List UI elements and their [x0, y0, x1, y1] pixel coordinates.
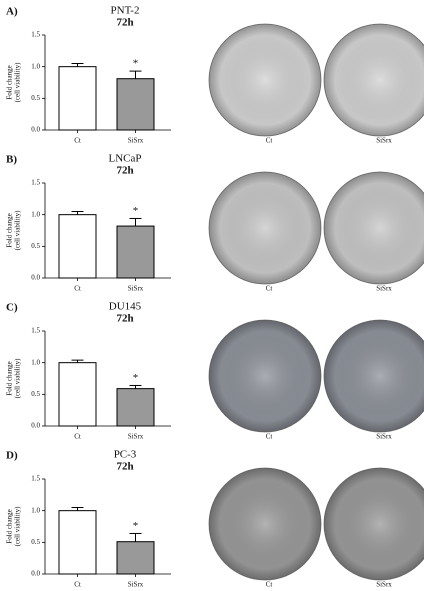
chart-title: DU145 [109, 301, 142, 313]
micrograph-shade [209, 468, 321, 580]
image-label: SiSrx [376, 433, 392, 441]
significance-marker: * [133, 520, 139, 532]
y-axis-label: (cell viability) [14, 210, 22, 251]
x-tick-label: SiSrx [128, 433, 144, 441]
panel-label: A) [6, 6, 18, 18]
y-tick-label: 1.0 [31, 210, 40, 218]
panel-label: B) [6, 154, 17, 166]
chart-title: LNCaP [109, 153, 142, 165]
significance-marker: * [133, 205, 139, 217]
x-tick-label: SiSrx [128, 581, 144, 589]
micrograph-shade [209, 320, 321, 432]
y-tick-label: 1.5 [31, 327, 40, 335]
x-tick-label: Ct [74, 285, 81, 293]
bar [59, 67, 96, 130]
chart-title: PC-3 [114, 449, 137, 461]
image-label: SiSrx [376, 285, 392, 293]
y-tick-label: 1.5 [31, 179, 40, 187]
y-tick-label: 0.0 [31, 422, 40, 430]
bar [117, 542, 154, 574]
x-tick-label: SiSrx [128, 285, 144, 293]
micrograph-shade [324, 172, 424, 284]
bar [117, 226, 154, 278]
bar [59, 363, 96, 426]
panel-label: C) [6, 302, 18, 314]
y-axis-label: Fold change [6, 65, 14, 99]
figure: A)PNT-272hFold change(cell viability)0.0… [0, 0, 424, 591]
bar [117, 79, 154, 130]
y-tick-label: 1.0 [31, 358, 40, 366]
y-tick-label: 1.0 [31, 62, 40, 70]
micrograph-shade [324, 320, 424, 432]
y-tick-label: 1.5 [31, 31, 40, 39]
image-label: Ct [266, 285, 273, 293]
bar [59, 215, 96, 278]
x-tick-label: Ct [74, 137, 81, 145]
y-tick-label: 1.0 [31, 506, 40, 514]
image-label: SiSrx [376, 137, 392, 145]
x-tick-label: Ct [74, 581, 81, 589]
micrograph-shade [209, 24, 321, 136]
chart-subtitle: 72h [116, 17, 133, 29]
chart-title: PNT-2 [111, 5, 140, 17]
image-label: Ct [266, 581, 273, 589]
image-label: Ct [266, 137, 273, 145]
x-tick-label: SiSrx [128, 137, 144, 145]
bar [117, 389, 154, 426]
y-tick-label: 0.5 [31, 390, 40, 398]
chart-subtitle: 72h [116, 313, 133, 325]
chart-subtitle: 72h [116, 461, 133, 473]
significance-marker: * [133, 372, 139, 384]
y-tick-label: 1.5 [31, 475, 40, 483]
micrograph-shade [324, 468, 424, 580]
bar [59, 511, 96, 574]
y-axis-label: Fold change [6, 213, 14, 247]
y-axis-label: (cell viability) [14, 358, 22, 399]
chart-subtitle: 72h [116, 165, 133, 177]
y-tick-label: 0.5 [31, 538, 40, 546]
micrograph-shade [209, 172, 321, 284]
y-axis-label: Fold change [6, 509, 14, 543]
significance-marker: * [133, 58, 139, 70]
image-label: SiSrx [376, 581, 392, 589]
y-axis-label: (cell viability) [14, 506, 22, 547]
y-tick-label: 0.0 [31, 570, 40, 578]
y-tick-label: 0.0 [31, 126, 40, 134]
y-tick-label: 0.5 [31, 242, 40, 250]
page: A)PNT-272hFold change(cell viability)0.0… [0, 0, 424, 591]
y-axis-label: (cell viability) [14, 62, 22, 103]
x-tick-label: Ct [74, 433, 81, 441]
y-tick-label: 0.5 [31, 94, 40, 102]
image-label: Ct [266, 433, 273, 441]
panel-label: D) [6, 450, 18, 462]
y-axis-label: Fold change [6, 361, 14, 395]
micrograph-shade [324, 24, 424, 136]
y-tick-label: 0.0 [31, 274, 40, 282]
